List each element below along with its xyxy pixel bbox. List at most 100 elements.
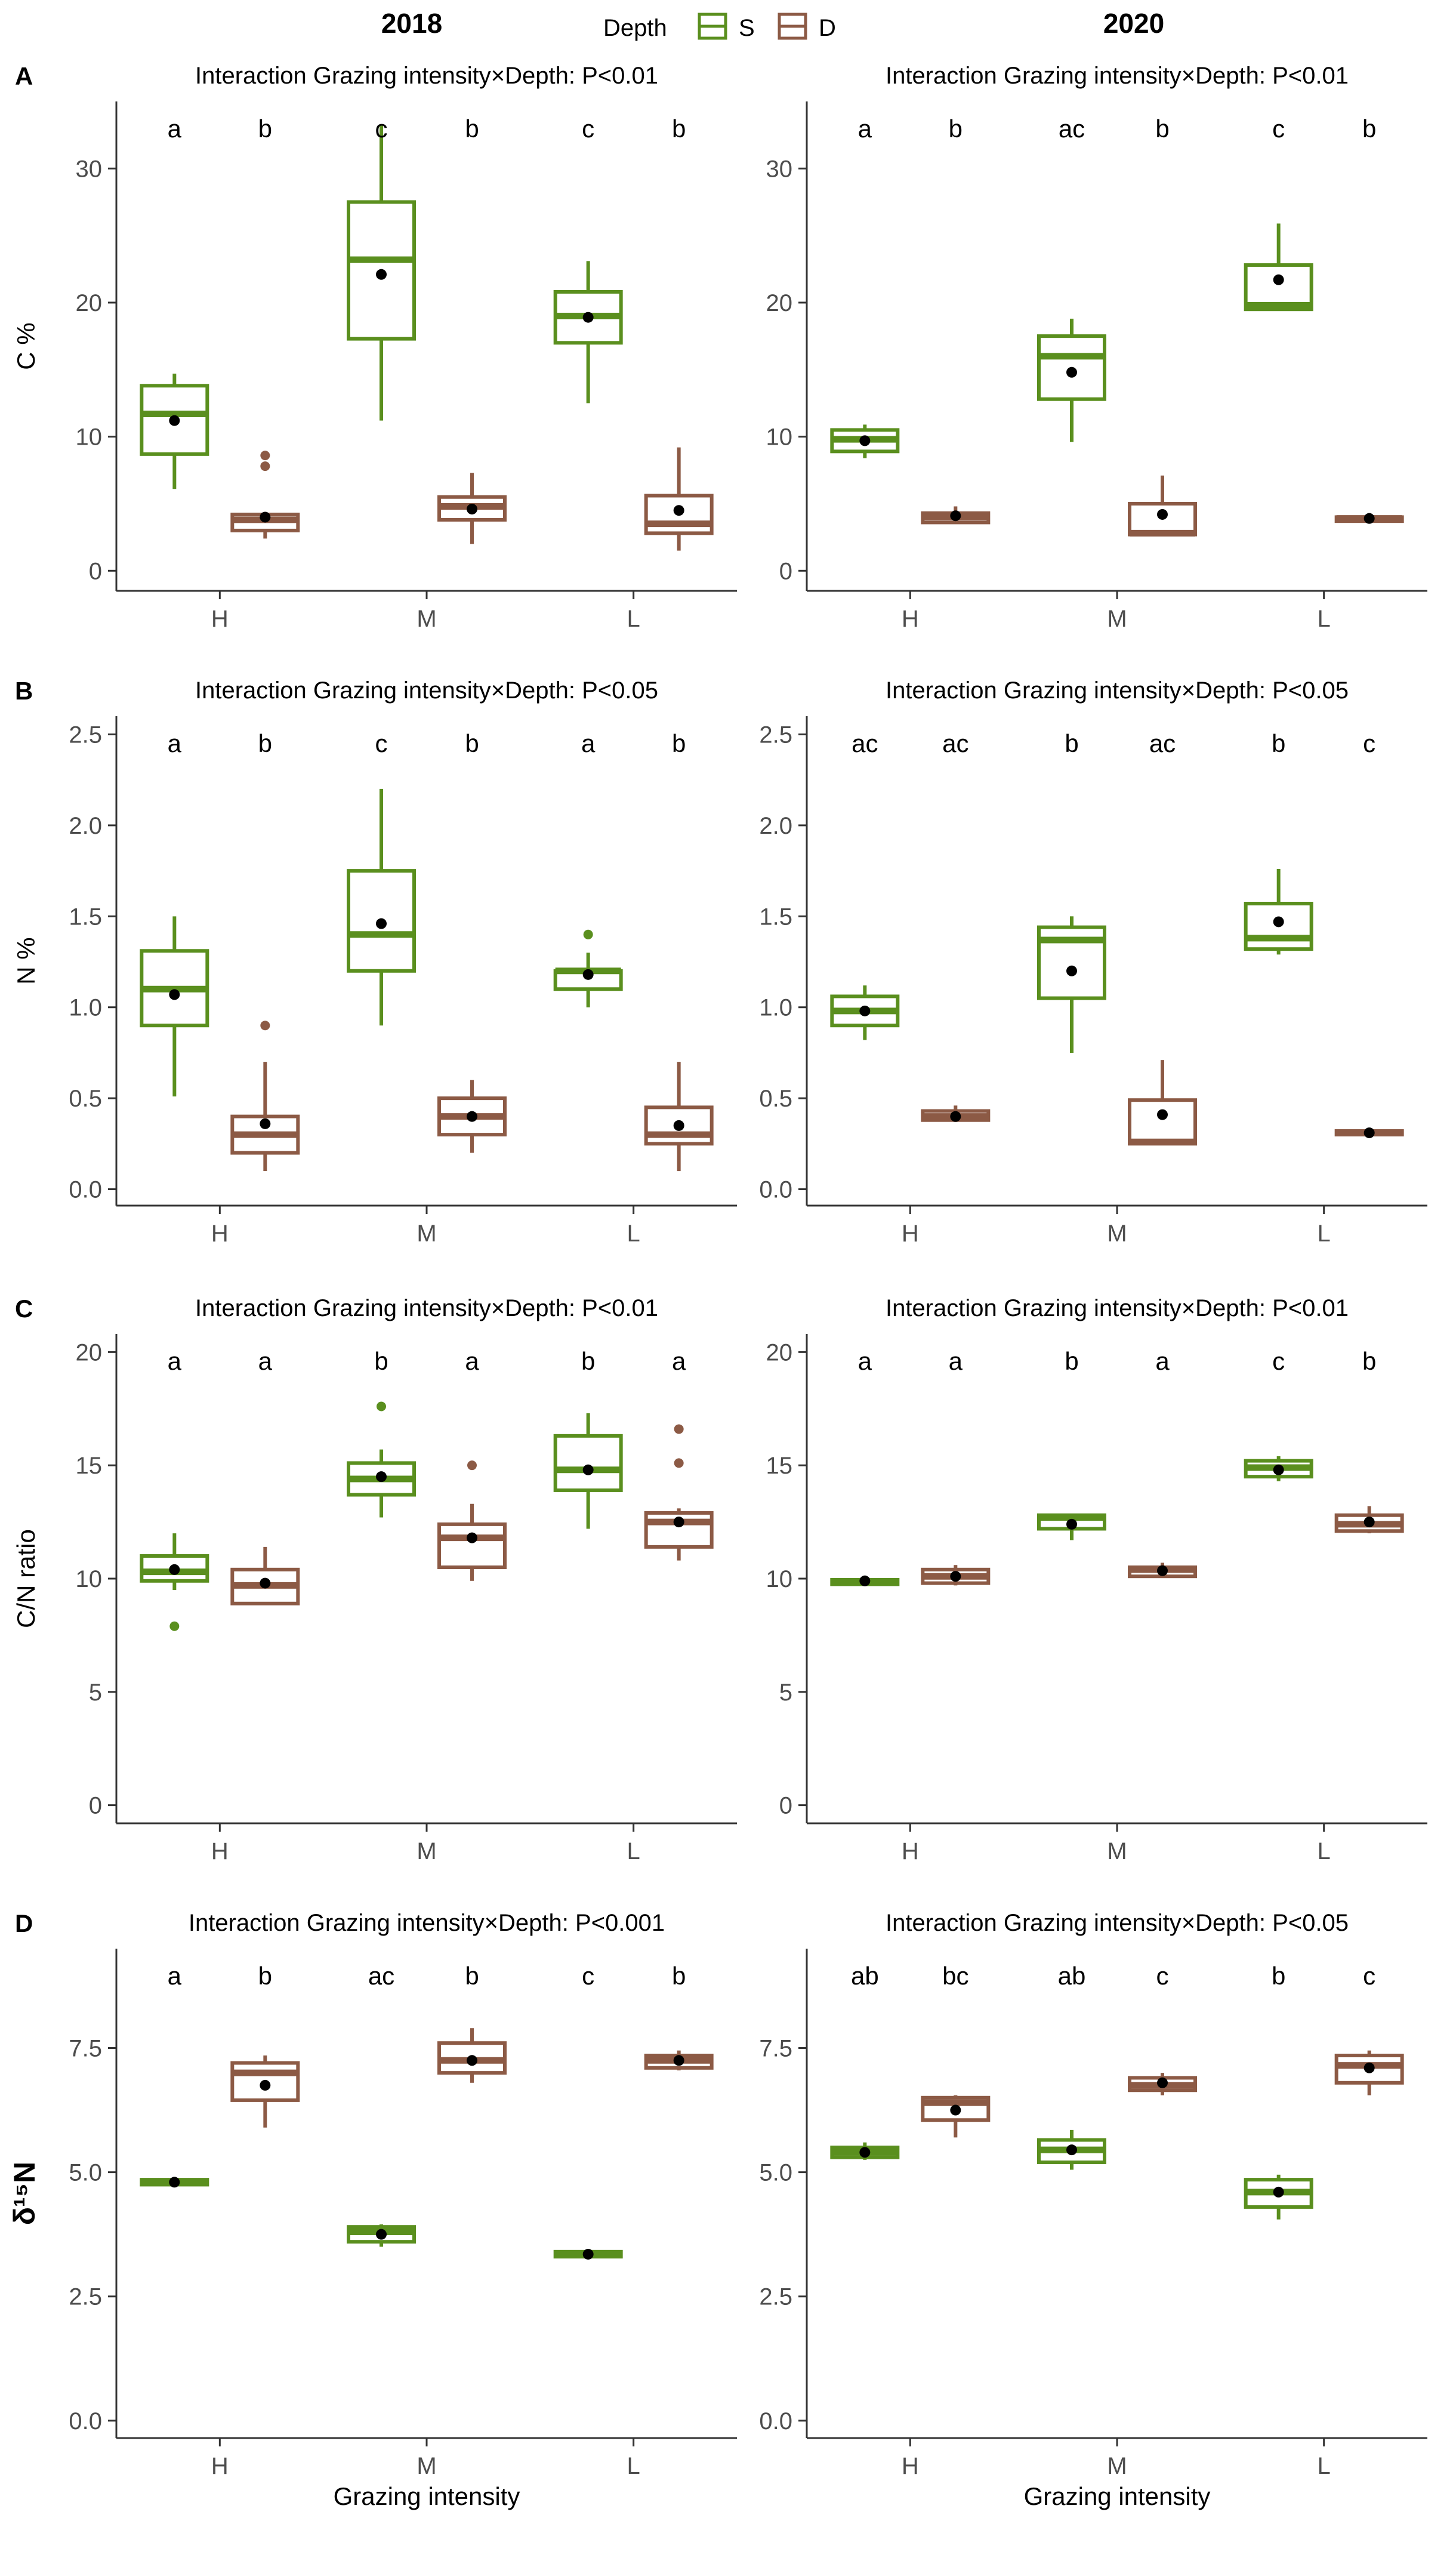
- outlier-point: [467, 1460, 477, 1471]
- box-L-S: a: [553, 729, 623, 1007]
- box-H-D: ac: [921, 729, 991, 1122]
- x-tick-label-L: L: [1318, 1838, 1331, 1864]
- box-body: [553, 1434, 623, 1492]
- mean-point: [169, 2177, 180, 2188]
- x-tick-label-M: M: [417, 2453, 436, 2479]
- box-body: [1128, 1098, 1197, 1146]
- y-tick-label: 10: [766, 424, 793, 451]
- x-tick-label-L: L: [627, 1838, 640, 1864]
- box-L-S: b: [553, 1347, 623, 1529]
- panel-title: Interaction Grazing intensity×Depth: P<0…: [189, 1910, 665, 1936]
- y-tick-label: 0.5: [759, 1086, 792, 1112]
- significance-letter: b: [672, 729, 686, 757]
- mean-point: [260, 1118, 271, 1129]
- significance-letter: a: [168, 115, 182, 143]
- panel-label-D: D: [15, 1909, 33, 1937]
- box-M-D: a: [437, 1347, 507, 1581]
- mean-point: [673, 1517, 684, 1528]
- x-tick-label-M: M: [417, 1838, 436, 1864]
- outlier-point: [260, 461, 270, 471]
- mean-point: [467, 1532, 477, 1543]
- mean-point: [859, 1575, 871, 1586]
- box-H-S: a: [140, 729, 209, 1097]
- box-H-D: b: [230, 1962, 300, 2128]
- col-title-2020: 2020: [1103, 8, 1164, 39]
- y-tick-label: 20: [766, 1339, 793, 1366]
- panel-label-C: C: [15, 1295, 33, 1323]
- significance-letter: b: [1155, 115, 1169, 143]
- significance-letter: c: [1272, 1347, 1285, 1375]
- y-tick-label: 5: [779, 1679, 792, 1706]
- box-M-D: b: [437, 1962, 507, 2083]
- mean-point: [1066, 1518, 1077, 1530]
- significance-letter: ac: [368, 1962, 394, 1990]
- y-tick-label: 5.0: [69, 2160, 102, 2186]
- significance-letter: b: [672, 1962, 686, 1990]
- significance-letter: b: [465, 115, 479, 143]
- box-M-D: b: [437, 729, 507, 1153]
- significance-letter: a: [672, 1347, 686, 1375]
- mean-point: [1066, 965, 1077, 976]
- y-tick-label: 2.0: [759, 813, 792, 839]
- panel-B-2018: Interaction Grazing intensity×Depth: P<0…: [12, 677, 737, 1247]
- x-tick-label-H: H: [211, 2453, 229, 2479]
- significance-letter: ac: [1059, 115, 1085, 143]
- box-L-D: b: [644, 115, 714, 551]
- y-tick-label: 0.5: [69, 1086, 102, 1112]
- outlier-point: [674, 1424, 684, 1434]
- box-L-S: c: [1244, 1347, 1313, 1481]
- x-tick-label-M: M: [1107, 2453, 1127, 2479]
- mean-point: [1273, 1464, 1284, 1475]
- x-tick-label-L: L: [1318, 1221, 1331, 1247]
- y-tick-label: 30: [766, 156, 793, 182]
- x-axis-label: Grazing intensity: [334, 2482, 520, 2510]
- y-tick-label: 2.0: [69, 813, 102, 839]
- mean-point: [582, 2248, 594, 2260]
- mean-point: [859, 2147, 871, 2158]
- y-tick-label: 1.5: [759, 904, 792, 930]
- legend-label-d: D: [819, 15, 836, 41]
- box-H-D: b: [921, 115, 991, 525]
- box-M-S: c: [347, 115, 416, 421]
- box-H-S: ac: [830, 729, 900, 1040]
- box-body: [1037, 334, 1106, 401]
- significance-letter: a: [258, 1347, 273, 1375]
- box-H-S: a: [830, 115, 900, 458]
- significance-letter: ac: [942, 729, 968, 757]
- box-H-D: b: [230, 115, 300, 539]
- box-body: [1244, 263, 1313, 312]
- box-M-D: b: [437, 115, 507, 544]
- mean-point: [859, 435, 871, 446]
- mean-point: [467, 2055, 477, 2066]
- box-H-S: a: [140, 1347, 209, 1631]
- outlier-point: [169, 1621, 180, 1631]
- box-L-D: b: [644, 1962, 714, 2070]
- significance-letter: a: [581, 729, 596, 757]
- significance-letter: b: [581, 1347, 595, 1375]
- significance-letter: b: [258, 729, 272, 757]
- significance-letter: b: [465, 729, 479, 757]
- box-L-S: c: [1244, 115, 1313, 312]
- box-M-S: c: [347, 729, 416, 1026]
- mean-point: [1273, 916, 1284, 927]
- mean-point: [1157, 1565, 1168, 1576]
- outlier-point: [260, 451, 270, 461]
- box-L-D: c: [1334, 1962, 1404, 2095]
- panel-title: Interaction Grazing intensity×Depth: P<0…: [886, 677, 1349, 704]
- mean-point: [582, 969, 594, 980]
- mean-point: [169, 1564, 180, 1575]
- significance-letter: a: [168, 729, 182, 757]
- panel-label-B: B: [15, 677, 33, 705]
- panel-title: Interaction Grazing intensity×Depth: P<0…: [195, 1295, 658, 1321]
- y-tick-label: 30: [76, 156, 103, 182]
- panel-right-2020: Interaction Grazing intensity×Depth: P<0…: [759, 677, 1427, 1247]
- y-axis-label: N %: [12, 937, 40, 984]
- box-H-S: a: [830, 1347, 900, 1586]
- mean-point: [376, 1471, 387, 1483]
- x-tick-label-L: L: [1318, 2453, 1331, 2479]
- y-tick-label: 0.0: [759, 1177, 792, 1203]
- mean-point: [1273, 274, 1284, 285]
- mean-point: [1273, 2186, 1284, 2198]
- mean-point: [376, 918, 387, 929]
- significance-letter: a: [168, 1962, 182, 1990]
